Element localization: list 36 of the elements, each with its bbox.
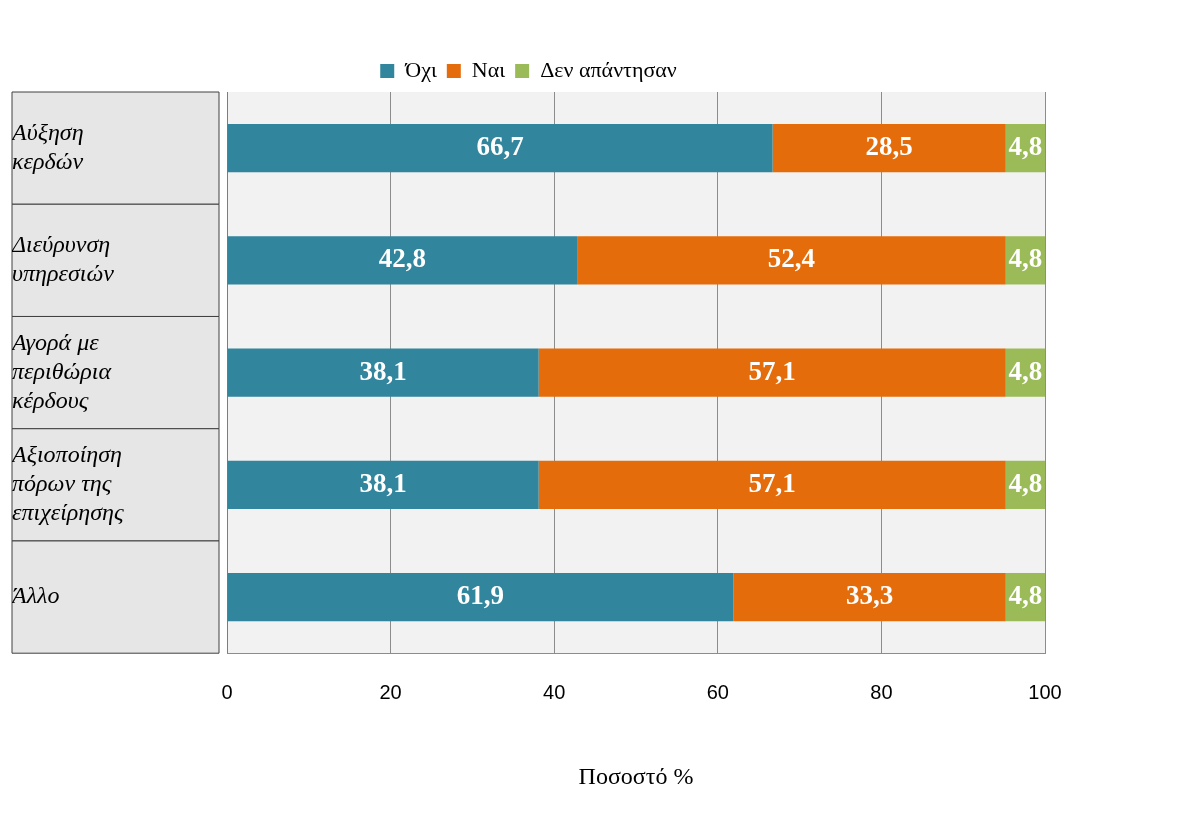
data-label: 66,7: [476, 131, 524, 162]
data-label: 28,5: [865, 131, 913, 162]
data-label: 42,8: [378, 243, 426, 274]
data-label: 57,1: [748, 355, 796, 386]
data-label: 38,1: [359, 355, 407, 386]
data-label: 38,1: [359, 467, 407, 498]
bar: [538, 460, 1006, 509]
bar: [227, 124, 773, 173]
data-label: 61,9: [456, 580, 505, 611]
data-label: 4,8: [1008, 243, 1043, 274]
bar: [227, 573, 734, 622]
data-label: 33,3: [845, 580, 894, 611]
data-label: 4,8: [1008, 467, 1043, 498]
data-label: 4,8: [1008, 131, 1043, 162]
x-tick-label: 20: [379, 680, 402, 703]
legend-label: Όχι: [404, 56, 437, 82]
bar: [733, 573, 1006, 622]
x-tick-label: 60: [706, 680, 729, 703]
y-tick-label: Διεύρυνση υπηρεσιών: [11, 231, 115, 287]
data-label: 4,8: [1008, 355, 1043, 386]
x-axis-title: Ποσοστό %: [578, 762, 694, 789]
data-label: 4,8: [1008, 580, 1043, 611]
data-label: 52,4: [767, 243, 816, 274]
x-tick-label: 0: [221, 680, 233, 703]
legend-label: Δεν απάντησαν: [540, 56, 677, 82]
bar: [227, 460, 539, 509]
bar: [577, 236, 1006, 285]
x-tick-label: 40: [543, 680, 566, 703]
bar: [772, 124, 1006, 173]
x-tick-label: 100: [1028, 680, 1062, 703]
legend-label: Ναι: [471, 56, 506, 82]
bar: [538, 348, 1006, 397]
bar: [227, 348, 539, 397]
x-tick-label: 80: [870, 680, 893, 703]
bar: [227, 236, 578, 285]
data-label: 57,1: [748, 467, 796, 498]
